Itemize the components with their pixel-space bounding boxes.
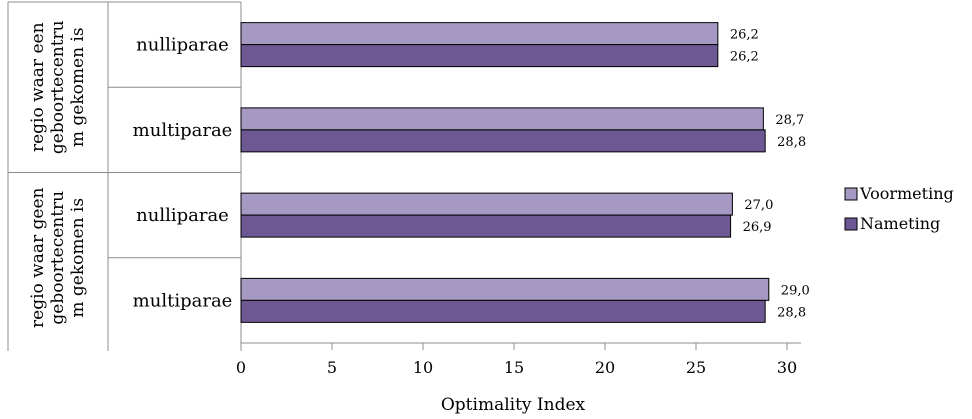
bar-nameting-2 <box>240 129 766 153</box>
group-label-1-line-2: geboortecentru <box>48 20 68 154</box>
bar-nameting-1 <box>240 44 719 68</box>
x-tick-label-25: 25 <box>686 358 706 377</box>
legend-label-nameting: Nameting <box>860 214 940 233</box>
x-axis-title: Optimality Index <box>441 395 586 415</box>
value-label-nameting-2: 28,8 <box>777 135 806 150</box>
value-labels: 26,2 26,2 28,7 28,8 27,0 26,9 29,0 28,8 <box>730 28 810 321</box>
x-tick-label-0: 0 <box>236 358 246 377</box>
category-label-nulliparae: nulliparae <box>136 205 229 226</box>
group-label-2-line-3: m gekomen is <box>68 198 88 318</box>
bar-voormeting-3 <box>240 192 733 216</box>
value-label-nameting-4: 28,8 <box>777 305 806 320</box>
legend-swatch-nameting <box>844 217 858 231</box>
value-label-voormeting-1: 26,2 <box>730 28 759 43</box>
category-labels: nulliparae multiparae nulliparae multiparae <box>133 35 233 312</box>
value-label-voormeting-4: 29,0 <box>781 283 810 298</box>
x-tick-label-20: 20 <box>595 358 615 377</box>
category-label-nulliparae: nulliparae <box>136 35 229 56</box>
x-tick-label-30: 30 <box>777 358 797 377</box>
x-axis: 0 5 10 15 20 25 30 <box>236 342 801 377</box>
value-label-nameting-3: 26,9 <box>743 220 772 235</box>
bar-voormeting-4 <box>240 277 770 301</box>
legend-label-voormeting: Voormeting <box>859 184 954 203</box>
x-tick-label-5: 5 <box>327 358 337 377</box>
bar-nameting-4 <box>240 299 766 323</box>
group-label-1-line-1: regio waar een <box>28 22 48 152</box>
group-label-1-line-3: m gekomen is <box>68 27 88 147</box>
group-labels: regio waar een geboortecentru m gekomen is… <box>28 20 88 328</box>
bar-nameting-3 <box>240 214 732 238</box>
bar-voormeting-2 <box>240 107 764 131</box>
legend-swatch-voormeting <box>844 187 858 201</box>
x-tick-label-10: 10 <box>413 358 433 377</box>
bar-voormeting-1 <box>240 22 719 46</box>
category-label-multiparae: multiparae <box>133 120 233 141</box>
group-label-2-line-2: geboortecentru <box>48 191 68 325</box>
value-label-voormeting-2: 28,7 <box>775 113 804 128</box>
legend: Voormeting Nameting <box>844 184 954 233</box>
value-label-nameting-1: 26,2 <box>730 50 759 65</box>
value-label-voormeting-3: 27,0 <box>744 198 773 213</box>
category-label-multiparae: multiparae <box>133 290 233 311</box>
group-label-2-line-1: regio waar geen <box>28 187 48 328</box>
x-tick-label-15: 15 <box>504 358 524 377</box>
bars <box>240 22 770 323</box>
